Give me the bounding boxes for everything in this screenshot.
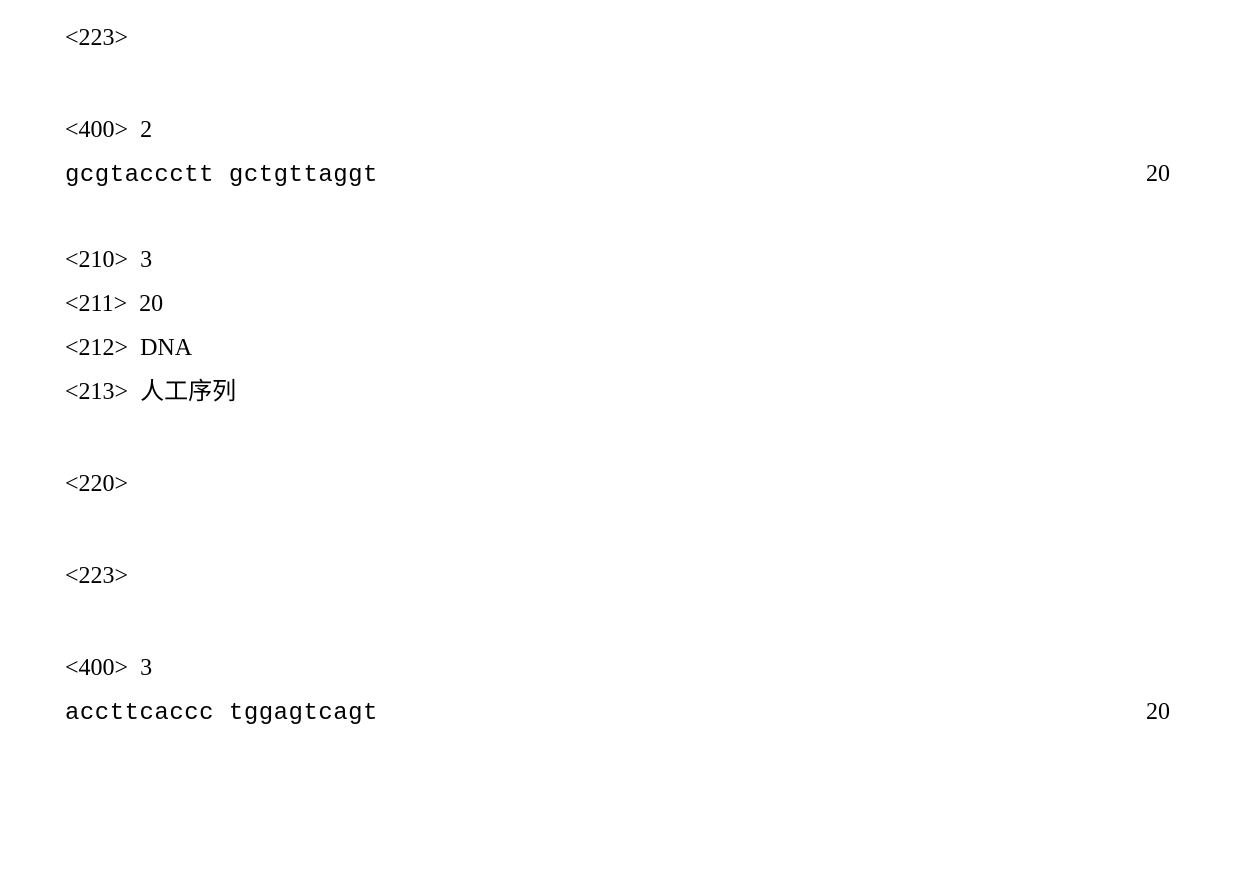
sequence-length-entry1: 20 <box>1146 156 1175 192</box>
spacer <box>65 510 1175 558</box>
tag-220-entry2: <220> <box>65 466 1175 502</box>
tag-213-entry2: <213> 人工序列 <box>65 374 1175 410</box>
tag-400-entry1: <400> 2 <box>65 112 1175 148</box>
spacer <box>65 602 1175 650</box>
sequence-text-entry1: gcgtaccctt gctgttaggt <box>65 158 378 194</box>
spacer <box>65 194 1175 242</box>
sequence-row-entry2: accttcaccc tggagtcagt 20 <box>65 694 1175 732</box>
tag-210-entry2: <210> 3 <box>65 242 1175 278</box>
tag-223-entry1: <223> <box>65 20 1175 56</box>
spacer <box>65 64 1175 112</box>
tag-223-entry2: <223> <box>65 558 1175 594</box>
sequence-length-entry2: 20 <box>1146 694 1175 730</box>
sequence-row-entry1: gcgtaccctt gctgttaggt 20 <box>65 156 1175 194</box>
sequence-text-entry2: accttcaccc tggagtcagt <box>65 696 378 732</box>
spacer <box>65 418 1175 466</box>
tag-400-entry2: <400> 3 <box>65 650 1175 686</box>
tag-211-entry2: <211> 20 <box>65 286 1175 322</box>
tag-212-entry2: <212> DNA <box>65 330 1175 366</box>
